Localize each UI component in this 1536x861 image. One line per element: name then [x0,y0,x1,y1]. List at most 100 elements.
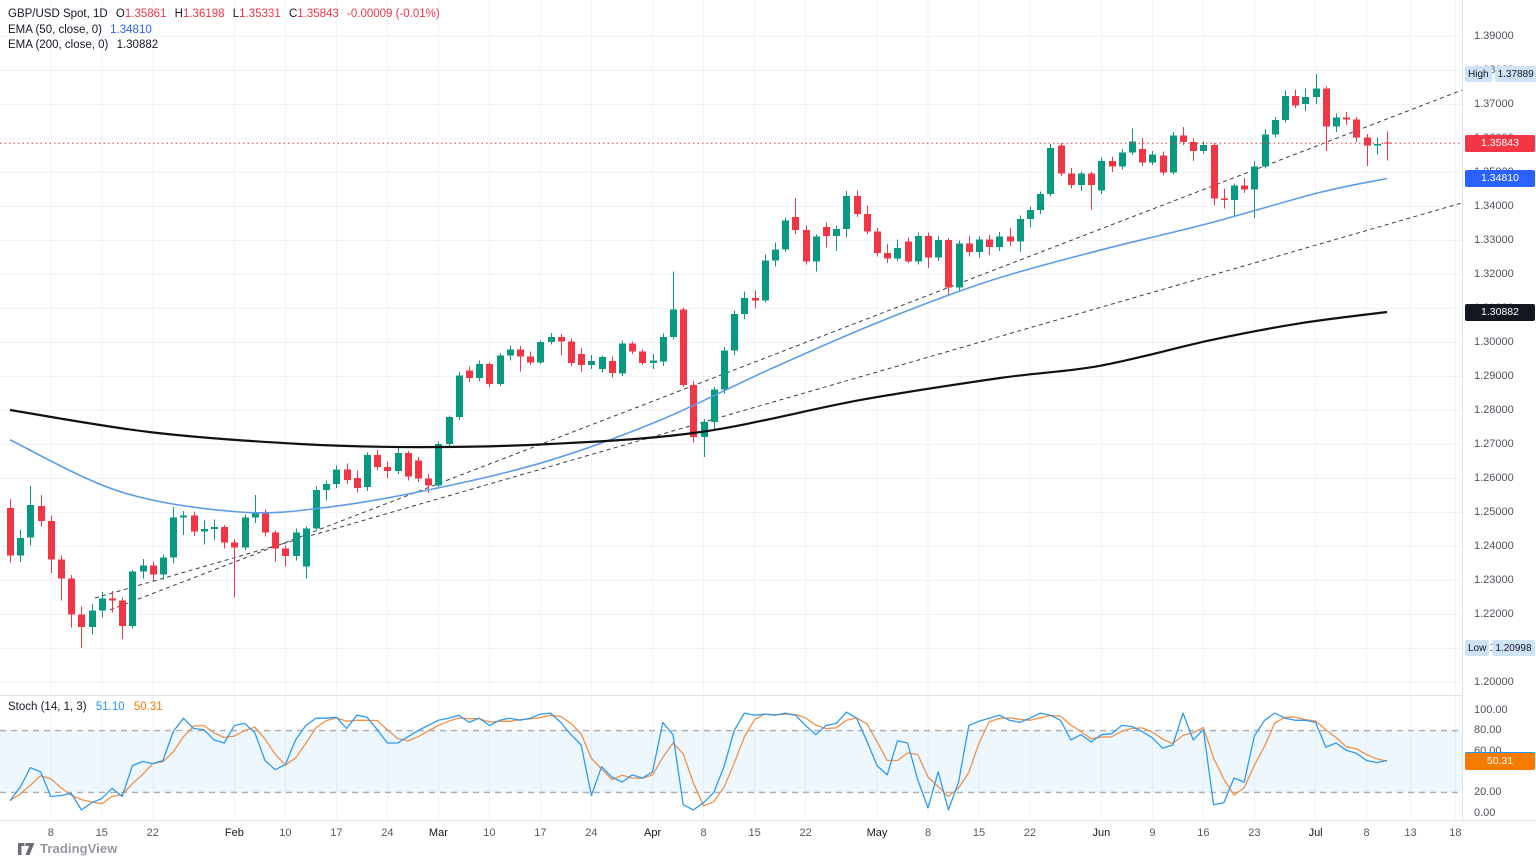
candle-body [854,195,861,214]
candle-body [27,505,34,538]
ema50-price-chip: 1.34810 [1465,169,1535,187]
stoch-label: Stoch (14, 1, 3) [8,701,87,713]
candle-body [599,357,606,370]
candle-body [578,353,585,366]
time-axis-label: 8 [1363,827,1370,839]
time-axis-label: 10 [483,827,496,839]
candle-body [558,337,565,342]
candle-body [1068,173,1075,185]
chart-canvas[interactable] [0,0,1462,820]
candle-body [639,351,646,364]
candle-body [1211,144,1218,199]
ohlc-low-label: L [232,8,240,20]
low-marker-chip: Low 1.20998 [1465,640,1535,657]
time-axis-label: 8 [700,827,707,839]
price-axis[interactable]: 1.390001.380001.370001.360001.350001.340… [1462,0,1536,820]
time-axis-label: 24 [585,827,598,839]
time-axis-label: 23 [1248,827,1261,839]
candle-body [384,467,391,472]
candle-body [741,297,748,315]
ema200-line[interactable] [9,310,1388,449]
candle-body [303,528,310,567]
ema200-legend-row[interactable]: EMA (200, close, 0) 1.30882 [8,38,440,54]
candle-body [486,364,493,385]
time-axis[interactable]: 8 15 22 Feb 10 17 24 Mar 10 17 24 Apr 8 15 22 May 8 15 22 J… [0,820,1536,861]
low-marker-chip-label: Low [1465,640,1490,657]
candle-body [1047,148,1054,195]
candle-body [293,532,300,557]
ema50-line[interactable] [9,177,1388,514]
candle-body [78,614,85,627]
low-marker-chip-value: 1.20998 [1492,640,1535,657]
candle-body [650,360,657,364]
stoch-d-line[interactable] [9,713,1388,807]
candle-body [1231,185,1238,200]
tradingview-logo-text: TradingView [40,841,118,856]
stoch-k-line[interactable] [9,711,1388,811]
candle-body [507,349,514,356]
price-axis-label: 1.33000 [1474,233,1514,246]
symbol-legend-row: GBP/USD Spot, 1D O1.35861 H1.36198 L1.35… [8,7,440,23]
candle-body [140,565,147,572]
candle-body [1129,141,1136,153]
candle-body [1302,97,1309,104]
candle-body [803,229,810,262]
candle-body [435,444,442,486]
candle-body [1027,210,1034,219]
ema50-legend-row[interactable]: EMA (50, close, 0) 1.34810 [8,23,440,39]
candle-body [1353,119,1360,138]
symbol-title[interactable]: GBP/USD Spot, 1D [8,8,108,20]
ohlc-open-label: O [115,8,125,20]
ohlc-low-value: 1.35331 [239,8,281,20]
stoch-legend-row[interactable]: Stoch (14, 1, 3) 51.10 50.31 [8,701,163,713]
dashed-trendline[interactable] [94,202,1462,599]
tradingview-logo[interactable]: TradingView [18,841,117,856]
candle-body [956,243,963,288]
candle-body [1364,137,1371,146]
symbol-legend[interactable]: GBP/USD Spot, 1D O1.35861 H1.36198 L1.35… [8,7,440,54]
time-axis-label: 24 [381,827,394,839]
candle-body [354,478,361,489]
candle-body [476,364,483,378]
candle-body [1149,154,1156,163]
candle-body [884,252,891,259]
candle-body [1037,194,1044,211]
candle-body [568,341,575,364]
price-axis-label: 1.23000 [1474,573,1514,586]
candle-body [1251,166,1258,190]
price-axis-label: 1.20000 [1474,675,1514,688]
stoch-axis-label: 80.00 [1474,724,1502,737]
candles[interactable] [7,73,1391,649]
candle-body [629,343,636,352]
price-axis-label: 1.24000 [1474,539,1514,552]
candle-body [68,578,75,615]
price-axis-label: 1.34000 [1474,199,1514,212]
candle-body [833,229,840,236]
candle-body [323,484,330,490]
candle-body [1160,155,1167,173]
candle-body [1139,148,1146,163]
candle-body [242,517,249,548]
price-axis-label: 1.29000 [1474,369,1514,382]
time-axis-label: Feb [224,827,244,839]
price-axis-label: 1.25000 [1474,505,1514,518]
stoch-d-value: 50.31 [133,701,163,713]
candle-body [537,342,544,363]
candle-body [344,469,351,480]
dashed-trendline[interactable] [109,89,1462,611]
candle-body [456,375,463,418]
candle-body [374,454,381,468]
candle-body [823,227,830,236]
candle-body [670,309,677,337]
high-marker-chip-label: High [1465,65,1492,82]
time-axis-label: Jul [1308,827,1323,839]
candle-body [191,515,198,532]
candle-body [1058,145,1065,174]
price-axis-label: 1.22000 [1474,607,1514,620]
candle-body [1088,173,1095,185]
stoch-k-value: 51.10 [95,701,125,713]
time-axis-label: 18 [1449,827,1462,839]
high-marker-chip: High 1.37889 [1465,65,1536,82]
time-axis-label: 15 [748,827,761,839]
candle-body [1180,135,1187,143]
